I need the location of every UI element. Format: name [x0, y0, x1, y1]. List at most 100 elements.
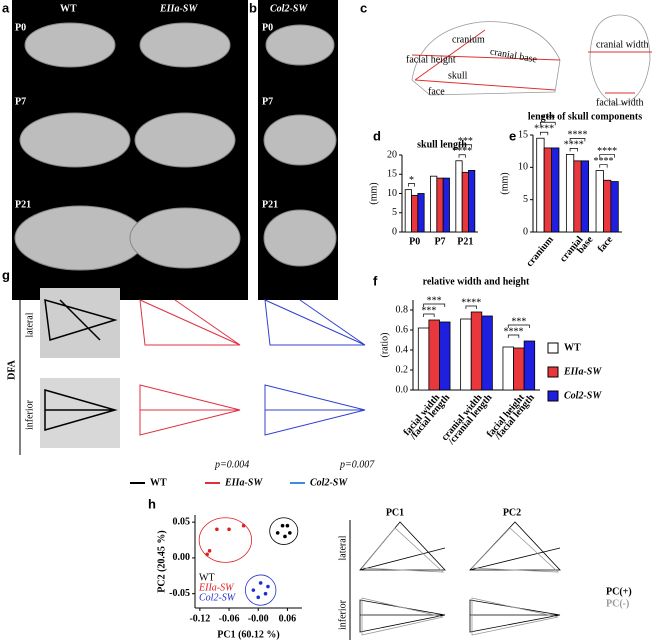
- y-tick-label: 10: [387, 188, 397, 199]
- significance-bracket: [423, 303, 446, 307]
- row-label: lateral: [24, 312, 35, 337]
- row-label: P21: [15, 199, 31, 210]
- skulls: [263, 24, 337, 267]
- significance-label: ***: [421, 305, 436, 316]
- skull-diagram: [411, 14, 652, 106]
- panel-label: c: [360, 0, 367, 15]
- significance-bracket: [507, 334, 520, 338]
- bar: [513, 347, 525, 391]
- y-tick-label: 5: [392, 207, 397, 218]
- panel-title: face: [55, 271, 73, 282]
- point: [285, 523, 290, 528]
- diagram-label: cranium: [452, 34, 485, 45]
- diagram-label: facial width: [596, 97, 643, 108]
- significance-bracket: [507, 324, 530, 328]
- significance-bracket: [465, 305, 477, 309]
- y-tick-label: 0.05: [173, 516, 191, 527]
- p-value: p=0.004: [214, 459, 249, 470]
- bar: [551, 147, 560, 233]
- significance-label: ****: [568, 130, 588, 141]
- confidence-ellipse: [244, 574, 277, 606]
- significance-label: ****: [452, 146, 472, 157]
- bar: [455, 160, 463, 233]
- significance-bracket: [569, 148, 578, 152]
- panel-label: b: [249, 0, 257, 15]
- legend-label: EIIa-SW: [198, 582, 235, 593]
- point: [288, 531, 292, 535]
- significance-bracket: [569, 138, 586, 142]
- row-label: P7: [262, 96, 273, 107]
- legend-label: WT: [150, 477, 167, 488]
- significance-bracket: [458, 154, 466, 158]
- x-tick-label: P21: [457, 236, 473, 247]
- legend-label: Col2-SW: [564, 390, 602, 401]
- significance-bracket: [458, 144, 473, 148]
- y-tick-label: 0.6: [396, 324, 409, 335]
- x-tick-label: P7: [434, 236, 445, 247]
- legend-label: Col2-SW: [310, 477, 348, 488]
- column-label: WT: [60, 3, 77, 14]
- legend-label: WT: [564, 342, 581, 353]
- y-tick-label: 15: [387, 169, 397, 180]
- point: [251, 588, 256, 592]
- skulls: [14, 22, 241, 271]
- row-label: P7: [15, 96, 26, 107]
- bar: [430, 175, 438, 233]
- row-label: lateral: [337, 535, 348, 560]
- panel-label: d: [373, 128, 381, 143]
- confidence-ellipse: [198, 517, 253, 563]
- bar: [502, 346, 514, 391]
- point: [263, 591, 268, 596]
- legend-swatch: [547, 390, 559, 402]
- column-label: PC2: [503, 507, 521, 518]
- bar: [580, 160, 590, 233]
- y-tick-label: 15: [518, 129, 528, 140]
- diagram-label: skull: [448, 70, 468, 81]
- panel-label: a: [2, 0, 10, 15]
- row-label: P0: [15, 22, 26, 33]
- legend-label: Col2-SW: [199, 592, 237, 603]
- panel-label: f: [373, 273, 378, 288]
- legend-label: PC(+): [606, 586, 632, 597]
- bar: [573, 160, 582, 233]
- point: [241, 523, 246, 528]
- x-tick-label: cranium: [524, 234, 556, 269]
- bar: [461, 171, 469, 233]
- point: [258, 581, 263, 585]
- panel-label: g: [2, 267, 10, 282]
- y-tick-label: 0.4: [396, 344, 409, 355]
- significance-bracket: [540, 131, 549, 136]
- y-tick-label: -0.05: [169, 588, 190, 599]
- chart-title: length of skull components: [528, 111, 642, 122]
- y-tick-label: 0.0: [396, 384, 409, 395]
- significance-label: *: [409, 175, 414, 186]
- y-tick-label: 0: [523, 226, 528, 237]
- bar: [411, 195, 419, 233]
- bar: [481, 315, 493, 391]
- y-axis-label: (mm): [499, 172, 510, 194]
- significance-label: ***: [511, 316, 526, 327]
- panel-label: h: [148, 496, 156, 511]
- x-tick-label: face: [596, 234, 616, 255]
- row-label: P21: [262, 199, 278, 210]
- significance-label: ****: [593, 156, 613, 167]
- significance-bracket: [423, 313, 435, 317]
- legend-label: WT: [199, 572, 215, 583]
- y-axis-label: (mm): [368, 182, 379, 204]
- chart-title: skull length: [417, 139, 467, 150]
- point: [275, 531, 280, 535]
- bar: [543, 147, 552, 233]
- y-tick-label: 5: [523, 194, 528, 205]
- bar: [439, 321, 451, 391]
- y-tick-label: 0.2: [396, 364, 409, 375]
- significance-label: ***: [458, 136, 473, 147]
- legend-swatch: [547, 342, 559, 354]
- legend-swatch: [547, 366, 559, 378]
- x-tick-label: 0.06: [279, 613, 297, 624]
- bar: [565, 153, 575, 233]
- column-label: Col2-SW: [270, 3, 308, 14]
- bar: [610, 181, 619, 233]
- significance-label: ****: [461, 297, 481, 308]
- bar: [470, 311, 483, 391]
- y-tick-label: 0: [392, 226, 397, 237]
